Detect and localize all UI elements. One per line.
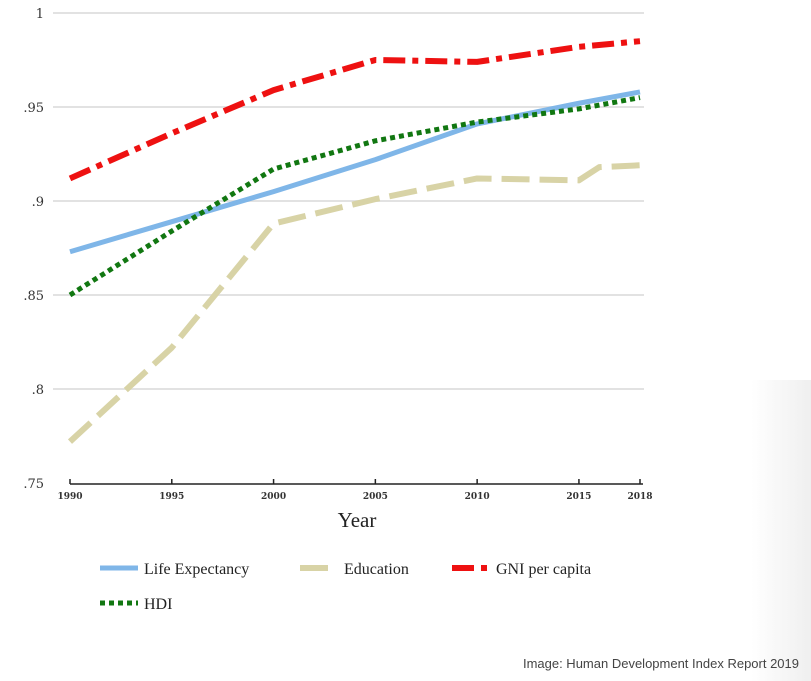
x-axis-label: Year (338, 508, 377, 532)
legend-label: Education (344, 561, 409, 578)
y-tick-label: 1 (36, 7, 44, 22)
x-tick-label: 1995 (159, 492, 184, 502)
x-tick-label: 2010 (465, 492, 490, 502)
x-tick-label: 2018 (627, 492, 652, 502)
x-tick-label: 2005 (363, 492, 388, 502)
x-tick-label: 2015 (566, 492, 591, 502)
y-tick-label: .9 (32, 195, 44, 210)
legend-label: GNI per capita (496, 561, 591, 578)
y-tick-label: .75 (23, 477, 44, 492)
page-shadow (751, 380, 811, 681)
series-line-education (67, 162, 641, 444)
image-caption: Image: Human Development Index Report 20… (522, 656, 799, 671)
legend-label: Life Expectancy (144, 561, 249, 578)
series-line-hdi (68, 95, 641, 298)
series-line-life-expectancy (69, 89, 641, 255)
series-line-gni-per-capita (68, 38, 641, 182)
y-tick-label: .95 (23, 101, 44, 116)
x-tick-label: 1990 (57, 492, 82, 502)
y-tick-label: .85 (23, 289, 44, 304)
x-tick-label: 2000 (261, 492, 286, 502)
y-tick-label: .8 (32, 383, 44, 398)
legend-label: HDI (144, 596, 172, 613)
